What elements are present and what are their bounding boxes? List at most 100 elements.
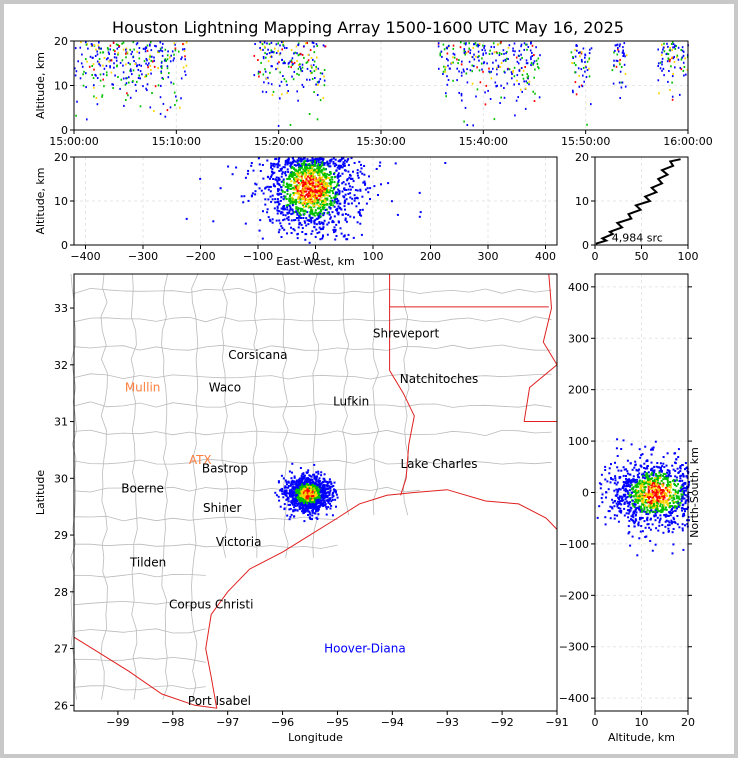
source-point bbox=[657, 510, 660, 513]
source-point bbox=[667, 45, 669, 48]
source-point bbox=[296, 213, 299, 216]
source-point bbox=[325, 505, 328, 508]
source-point bbox=[656, 481, 659, 484]
source-point bbox=[306, 471, 308, 474]
source-point bbox=[645, 500, 648, 502]
source-point bbox=[326, 480, 329, 483]
source-point bbox=[622, 46, 624, 49]
source-point bbox=[485, 84, 488, 87]
source-point bbox=[320, 157, 323, 160]
source-point bbox=[323, 497, 326, 500]
source-point bbox=[643, 474, 646, 477]
source-point bbox=[651, 487, 654, 490]
source-point bbox=[502, 49, 505, 52]
source-point bbox=[336, 193, 339, 196]
source-point bbox=[275, 176, 278, 179]
county-line bbox=[73, 685, 206, 691]
source-point bbox=[615, 447, 618, 450]
source-point bbox=[338, 193, 341, 196]
source-point bbox=[153, 110, 155, 112]
source-point bbox=[288, 178, 291, 181]
source-point bbox=[452, 56, 454, 59]
source-point bbox=[653, 469, 656, 472]
source-point bbox=[175, 95, 177, 98]
source-point bbox=[340, 208, 343, 211]
source-point bbox=[667, 520, 670, 523]
source-point bbox=[329, 216, 332, 219]
source-point bbox=[353, 216, 355, 219]
source-point bbox=[261, 164, 264, 166]
source-point bbox=[670, 509, 673, 512]
source-point bbox=[321, 502, 324, 505]
source-point bbox=[489, 98, 492, 100]
source-point bbox=[362, 181, 365, 184]
source-point bbox=[314, 199, 317, 202]
source-point bbox=[598, 505, 601, 508]
source-point bbox=[144, 48, 147, 50]
source-point bbox=[575, 44, 578, 46]
source-point bbox=[323, 489, 326, 492]
source-point bbox=[318, 489, 321, 492]
source-point bbox=[680, 58, 683, 61]
source-point bbox=[668, 491, 671, 494]
source-point bbox=[150, 72, 152, 75]
source-point bbox=[289, 198, 292, 201]
source-point bbox=[317, 166, 320, 169]
source-point bbox=[299, 63, 301, 66]
source-point bbox=[105, 64, 108, 67]
source-point bbox=[272, 183, 275, 186]
source-point bbox=[628, 478, 631, 481]
source-point bbox=[669, 481, 672, 484]
county-line bbox=[100, 273, 108, 700]
source-point bbox=[687, 519, 690, 522]
source-point bbox=[283, 205, 285, 207]
source-point bbox=[316, 199, 319, 201]
source-point bbox=[332, 229, 335, 231]
source-point bbox=[320, 221, 323, 224]
city-label: Corsicana bbox=[228, 348, 287, 362]
source-point bbox=[319, 206, 322, 209]
source-point bbox=[169, 106, 172, 109]
source-point bbox=[500, 53, 503, 55]
source-point bbox=[323, 183, 325, 185]
source-point bbox=[144, 75, 146, 78]
source-point bbox=[662, 491, 665, 494]
source-point bbox=[660, 500, 663, 503]
source-point bbox=[261, 43, 264, 46]
source-point bbox=[343, 202, 346, 205]
source-point bbox=[681, 495, 684, 498]
source-point bbox=[271, 171, 274, 173]
source-point bbox=[665, 464, 668, 467]
source-point bbox=[500, 41, 502, 44]
source-point bbox=[476, 88, 479, 91]
source-point bbox=[652, 472, 655, 475]
city-label: Port Isabel bbox=[188, 694, 251, 708]
source-point bbox=[642, 496, 645, 499]
source-point bbox=[659, 489, 662, 491]
source-point bbox=[678, 526, 681, 529]
source-point bbox=[174, 47, 177, 50]
source-point bbox=[150, 59, 153, 62]
source-point bbox=[683, 493, 686, 496]
source-point bbox=[93, 84, 95, 87]
source-point bbox=[129, 68, 132, 71]
source-point bbox=[166, 58, 169, 61]
source-point bbox=[316, 484, 319, 487]
source-point bbox=[639, 530, 642, 533]
source-point bbox=[662, 48, 664, 51]
source-point bbox=[640, 507, 643, 510]
source-point bbox=[278, 61, 280, 64]
source-point bbox=[324, 201, 327, 204]
source-point bbox=[304, 221, 307, 224]
source-point bbox=[604, 523, 607, 526]
source-point bbox=[653, 485, 656, 488]
source-point bbox=[310, 180, 313, 183]
source-point bbox=[134, 83, 137, 86]
source-point bbox=[315, 169, 318, 172]
source-point bbox=[652, 482, 655, 484]
source-point bbox=[489, 49, 491, 52]
source-point bbox=[329, 502, 331, 505]
source-point bbox=[314, 507, 317, 510]
source-point bbox=[683, 74, 685, 77]
source-point bbox=[137, 68, 140, 71]
